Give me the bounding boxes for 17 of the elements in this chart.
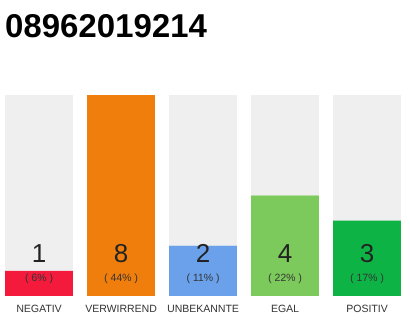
bar [5,270,73,296]
annotation: ( 22% ) [268,272,302,284]
annotation: ( 6% ) [24,272,54,284]
data-label: 3 [360,238,374,268]
data-label: 8 [114,238,128,268]
data-label: 2 [196,238,210,268]
annotation: ( 11% ) [186,272,220,284]
annotation: ( 17% ) [350,272,384,284]
annotation: ( 44% ) [104,272,138,284]
x-tick-label: EGAL [270,303,300,315]
data-label: 4 [278,238,292,268]
x-tick-label: POSITIV [346,303,388,315]
chart-title: 08962019214 [5,7,208,44]
x-tick-label: NEGATIV [16,303,62,315]
x-tick-label: VERWIRREND [85,303,158,315]
data-label: 1 [32,238,46,268]
x-tick-label: UNBEKANNTE [167,303,239,315]
